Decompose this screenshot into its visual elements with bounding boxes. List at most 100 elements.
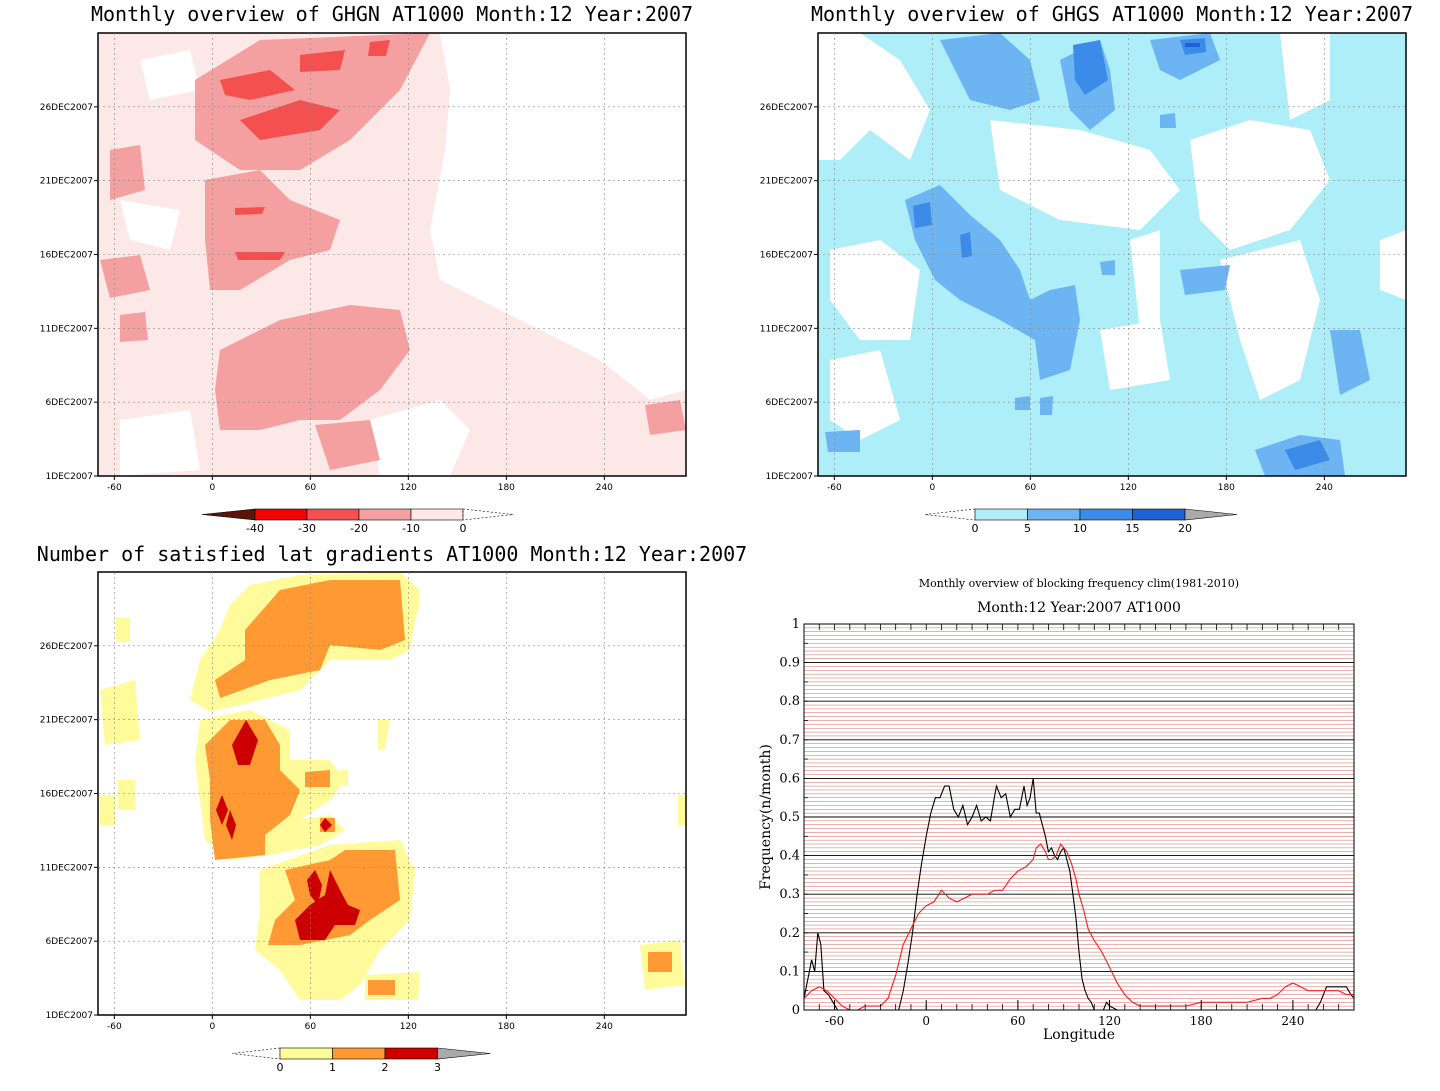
x-tick-label: 60 xyxy=(305,1022,317,1032)
colorbar-extend-left xyxy=(924,508,976,521)
ghgn-title: Monthly overview of GHGN AT1000 Month:12… xyxy=(91,2,693,26)
line-chart-grid xyxy=(804,623,1354,1011)
y-tick-label: 21DEC2007 xyxy=(760,177,813,187)
line-chart-subtitle: Month:12 Year:2007 AT1000 xyxy=(977,600,1181,616)
y-tick-label: 0.7 xyxy=(779,733,800,748)
colorbar-segment xyxy=(1027,508,1081,521)
grad-field xyxy=(98,572,686,1015)
colorbar-label: 2 xyxy=(382,1061,389,1074)
y-tick-label: 0.3 xyxy=(779,887,800,902)
ghgs-panel: Monthly overview of GHGS AT1000 Month:12… xyxy=(760,2,1413,535)
x-tick-label: 120 xyxy=(400,483,417,493)
x-tick-label: -60 xyxy=(107,483,122,493)
colorbar-label: 10 xyxy=(1073,522,1087,535)
y-tick-label: 21DEC2007 xyxy=(40,177,93,187)
grad-title: Number of satisfied lat gradients AT1000… xyxy=(37,542,747,566)
line-chart-xlabel: Longitude xyxy=(1043,1027,1115,1043)
x-tick-label: 240 xyxy=(1316,483,1333,493)
ghgs-field xyxy=(818,33,1406,476)
colorbar-label: 0 xyxy=(460,522,467,535)
grad-colorbar: 0 1 2 3 xyxy=(231,1047,491,1074)
ghgs-grid xyxy=(818,33,1406,476)
y-tick-label: 21DEC2007 xyxy=(40,716,93,726)
x-tick-label: 120 xyxy=(1098,1014,1121,1028)
colorbar-extend-right xyxy=(462,508,514,521)
y-tick-label: 0.2 xyxy=(779,926,800,941)
line-chart-ticks: 0 0.1 0.2 0.3 0.4 0.5 0.6 0.7 0.8 0.9 1 -60 0 60 120 18… xyxy=(779,617,1355,1028)
y-tick-label: 11DEC2007 xyxy=(40,324,93,334)
y-tick-label: 26DEC2007 xyxy=(40,642,93,652)
colorbar-extend-left xyxy=(201,508,256,521)
ghgn-colorbar: -40 -30 -20 -10 0 xyxy=(201,508,514,535)
x-tick-label: 0 xyxy=(929,483,935,493)
y-tick-label: 1 xyxy=(792,617,800,632)
x-tick-label: 0 xyxy=(922,1014,930,1028)
ghgs-colorbar: 0 5 10 15 20 xyxy=(924,508,1238,535)
y-tick-label: 0.9 xyxy=(779,656,800,671)
colorbar-label: -40 xyxy=(246,522,264,535)
colorbar-segment xyxy=(974,508,1028,521)
colorbar-label: 15 xyxy=(1126,522,1140,535)
x-tick-label: 180 xyxy=(1190,1014,1213,1028)
y-tick-label: 0 xyxy=(792,1003,800,1018)
x-tick-label: -60 xyxy=(825,1014,844,1028)
colorbar-extend-left xyxy=(231,1047,281,1060)
colorbar-extend-right xyxy=(437,1047,491,1060)
y-tick-label: 0.4 xyxy=(779,849,800,864)
x-tick-label: 60 xyxy=(1025,483,1037,493)
y-tick-label: 16DEC2007 xyxy=(760,251,813,261)
y-tick-label: 26DEC2007 xyxy=(40,103,93,113)
colorbar-segment xyxy=(358,508,412,521)
y-tick-label: 1DEC2007 xyxy=(765,472,813,482)
colorbar-label: -30 xyxy=(298,522,316,535)
line-chart-frame xyxy=(803,623,1355,1011)
y-tick-label: 6DEC2007 xyxy=(45,937,93,947)
y-tick-label: 0.1 xyxy=(779,964,800,979)
x-tick-label: 240 xyxy=(596,1022,613,1032)
ghgn-field xyxy=(98,33,686,476)
colorbar-label: -10 xyxy=(402,522,420,535)
y-tick-label: 11DEC2007 xyxy=(760,324,813,334)
x-tick-label: 120 xyxy=(400,1022,417,1032)
colorbar-label: 3 xyxy=(434,1061,441,1074)
x-tick-label: 60 xyxy=(305,483,317,493)
x-tick-label: -60 xyxy=(827,483,842,493)
grad-ticks: -60 0 60 120 180 240 1DEC2007 6DEC2007 11DEC2007… xyxy=(40,642,613,1032)
line-chart-title: Monthly overview of blocking frequency c… xyxy=(919,577,1239,590)
x-tick-label: 180 xyxy=(498,1022,515,1032)
x-tick-label: 60 xyxy=(1010,1014,1025,1028)
colorbar-label: 5 xyxy=(1024,522,1031,535)
ghgn-panel: Monthly overview of GHGN AT1000 Month:12… xyxy=(40,2,693,535)
line-chart-ylabel: Frequency(n/month) xyxy=(758,744,774,890)
x-tick-label: 120 xyxy=(1120,483,1137,493)
colorbar-segment xyxy=(384,1047,438,1060)
colorbar-label: 20 xyxy=(1178,522,1192,535)
colorbar-segment xyxy=(1079,508,1133,521)
ghgn-ticks: -60 0 60 120 180 240 1DEC2007 6DEC2007 11DEC2007… xyxy=(40,103,613,493)
ghgn-grid xyxy=(98,33,686,476)
colorbar-label: 0 xyxy=(277,1061,284,1074)
colorbar-segment xyxy=(279,1047,333,1060)
y-tick-label: 6DEC2007 xyxy=(765,398,813,408)
y-tick-label: 6DEC2007 xyxy=(45,398,93,408)
colorbar-label: 0 xyxy=(972,522,979,535)
colorbar-segment xyxy=(332,1047,386,1060)
y-tick-label: 1DEC2007 xyxy=(45,1011,93,1021)
y-tick-label: 11DEC2007 xyxy=(40,863,93,873)
grad-grid xyxy=(98,572,686,1015)
colorbar-label: -20 xyxy=(350,522,368,535)
colorbar-segment xyxy=(410,508,464,521)
y-tick-label: 0.8 xyxy=(779,694,800,709)
y-tick-label: 0.5 xyxy=(779,810,800,825)
y-tick-label: 16DEC2007 xyxy=(40,251,93,261)
y-tick-label: 16DEC2007 xyxy=(40,790,93,800)
ghgs-ticks: -60 0 60 120 180 240 1DEC2007 6DEC2007 11DEC2007… xyxy=(760,103,1333,493)
colorbar-label: 1 xyxy=(329,1061,336,1074)
ghgs-title: Monthly overview of GHGS AT1000 Month:12… xyxy=(811,2,1413,26)
colorbar-segment xyxy=(1132,508,1186,521)
x-tick-label: 0 xyxy=(209,1022,215,1032)
x-tick-label: 180 xyxy=(498,483,515,493)
x-tick-label: 0 xyxy=(209,483,215,493)
colorbar-segment xyxy=(306,508,360,521)
